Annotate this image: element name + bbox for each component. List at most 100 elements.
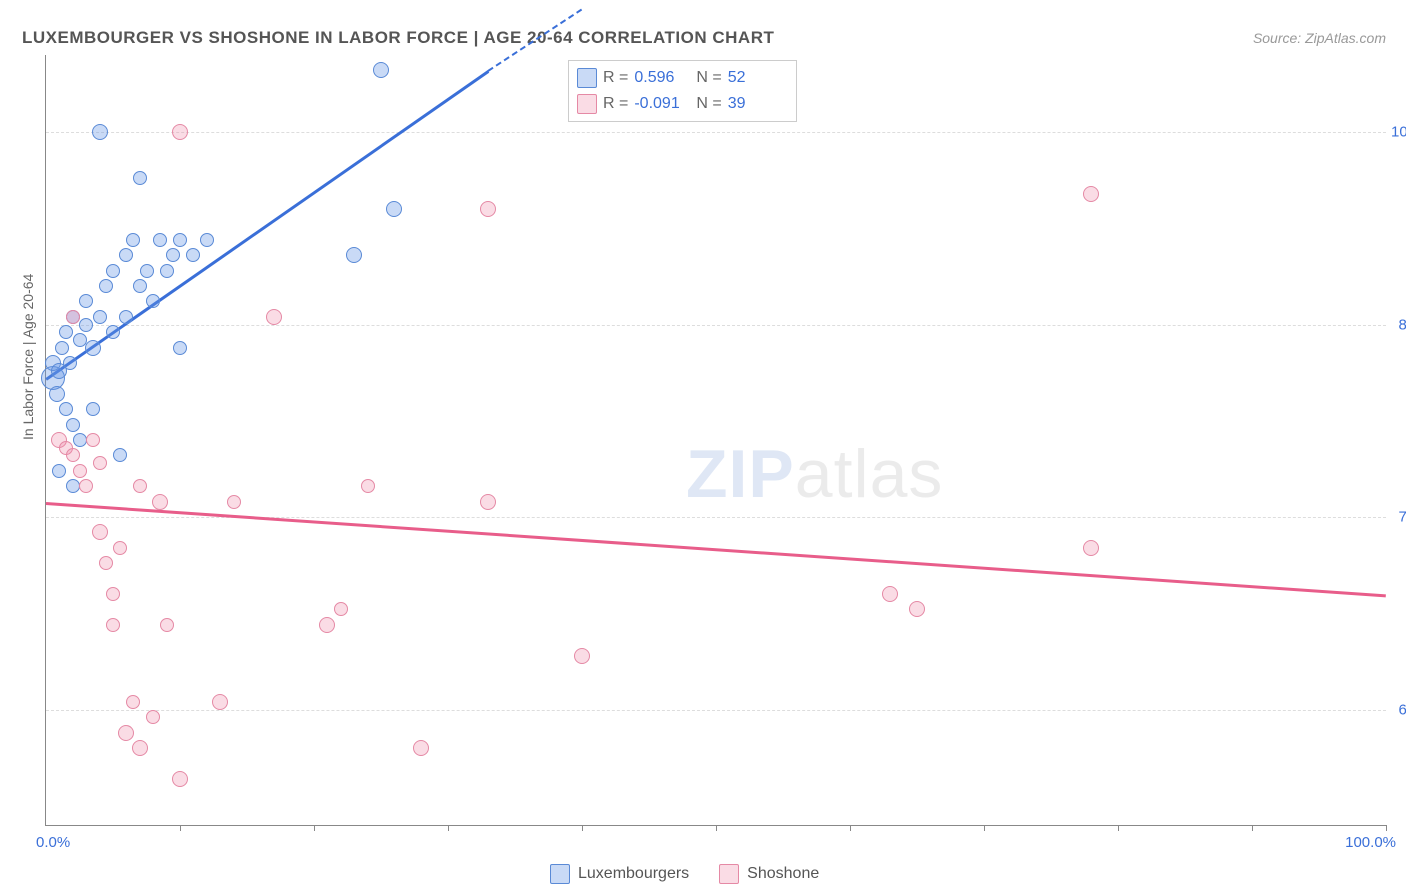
scatter-point xyxy=(86,433,100,447)
x-tick xyxy=(984,825,985,831)
scatter-point xyxy=(106,264,120,278)
scatter-point xyxy=(140,264,154,278)
scatter-point xyxy=(85,340,101,356)
scatter-point xyxy=(361,479,375,493)
scatter-point xyxy=(79,294,93,308)
x-tick xyxy=(850,825,851,831)
scatter-point xyxy=(132,740,148,756)
scatter-point xyxy=(133,171,147,185)
scatter-point xyxy=(334,602,348,616)
watermark-zip: ZIP xyxy=(686,436,795,512)
swatch-series-2 xyxy=(577,94,597,114)
n-label-1: N = xyxy=(696,69,721,87)
scatter-point xyxy=(92,124,108,140)
scatter-point xyxy=(172,124,188,140)
scatter-point xyxy=(66,418,80,432)
scatter-point xyxy=(66,479,80,493)
scatter-point xyxy=(346,247,362,263)
scatter-point xyxy=(909,601,925,617)
scatter-point xyxy=(63,356,77,370)
y-tick-label: 62.5% xyxy=(1391,701,1406,718)
x-axis-min-label: 0.0% xyxy=(36,834,70,851)
y-tick-label: 75.0% xyxy=(1391,509,1406,526)
x-tick xyxy=(1252,825,1253,831)
y-tick-label: 87.5% xyxy=(1391,316,1406,333)
scatter-point xyxy=(126,695,140,709)
y-tick-label: 100.0% xyxy=(1391,124,1406,141)
scatter-point xyxy=(93,456,107,470)
gridline xyxy=(46,325,1386,326)
legend-label-1: Luxembourgers xyxy=(578,865,689,883)
swatch-series-1 xyxy=(577,68,597,88)
scatter-point xyxy=(212,694,228,710)
swatch-bottom-2 xyxy=(719,864,739,884)
scatter-point xyxy=(133,279,147,293)
scatter-point xyxy=(55,341,69,355)
x-axis-max-label: 100.0% xyxy=(1345,834,1396,851)
scatter-point xyxy=(66,310,80,324)
scatter-point xyxy=(79,318,93,332)
gridline xyxy=(46,132,1386,133)
scatter-point xyxy=(186,248,200,262)
scatter-point xyxy=(1083,186,1099,202)
r-label-1: R = xyxy=(603,69,628,87)
scatter-point xyxy=(166,248,180,262)
watermark: ZIPatlas xyxy=(686,435,943,513)
scatter-point xyxy=(99,556,113,570)
scatter-point xyxy=(373,62,389,78)
swatch-bottom-1 xyxy=(550,864,570,884)
legend-stats-row-2: R = -0.091 N = 39 xyxy=(577,91,784,117)
n-label-2: N = xyxy=(696,95,721,113)
x-tick xyxy=(180,825,181,831)
scatter-point xyxy=(52,464,66,478)
scatter-point xyxy=(119,248,133,262)
watermark-atlas: atlas xyxy=(795,436,944,512)
scatter-point xyxy=(99,279,113,293)
scatter-point xyxy=(49,386,65,402)
legend-bottom: Luxembourgers Shoshone xyxy=(550,864,819,884)
scatter-point xyxy=(574,648,590,664)
scatter-point xyxy=(133,479,147,493)
x-tick xyxy=(582,825,583,831)
x-tick xyxy=(1386,825,1387,831)
scatter-point xyxy=(66,448,80,462)
scatter-point xyxy=(152,494,168,510)
scatter-point xyxy=(113,541,127,555)
scatter-point xyxy=(173,341,187,355)
scatter-point xyxy=(118,725,134,741)
r-value-2: -0.091 xyxy=(634,95,690,113)
scatter-point xyxy=(92,524,108,540)
scatter-point xyxy=(172,771,188,787)
scatter-point xyxy=(480,201,496,217)
x-tick xyxy=(1118,825,1119,831)
scatter-point xyxy=(319,617,335,633)
scatter-point xyxy=(266,309,282,325)
r-value-1: 0.596 xyxy=(634,69,690,87)
scatter-point xyxy=(119,310,133,324)
scatter-point xyxy=(146,710,160,724)
scatter-point xyxy=(73,464,87,478)
scatter-point xyxy=(79,479,93,493)
scatter-point xyxy=(882,586,898,602)
gridline xyxy=(46,710,1386,711)
scatter-point xyxy=(126,233,140,247)
scatter-point xyxy=(153,233,167,247)
scatter-point xyxy=(227,495,241,509)
scatter-point xyxy=(93,310,107,324)
legend-label-2: Shoshone xyxy=(747,865,819,883)
x-tick xyxy=(716,825,717,831)
scatter-point xyxy=(59,402,73,416)
scatter-point xyxy=(173,233,187,247)
n-value-2: 39 xyxy=(728,95,784,113)
scatter-point xyxy=(1083,540,1099,556)
scatter-point xyxy=(59,325,73,339)
x-tick xyxy=(448,825,449,831)
scatter-point xyxy=(386,201,402,217)
legend-item-2: Shoshone xyxy=(719,864,819,884)
trend-line xyxy=(46,502,1386,597)
r-label-2: R = xyxy=(603,95,628,113)
scatter-point xyxy=(106,587,120,601)
scatter-point xyxy=(480,494,496,510)
source-attribution: Source: ZipAtlas.com xyxy=(1253,30,1386,46)
scatter-point xyxy=(413,740,429,756)
